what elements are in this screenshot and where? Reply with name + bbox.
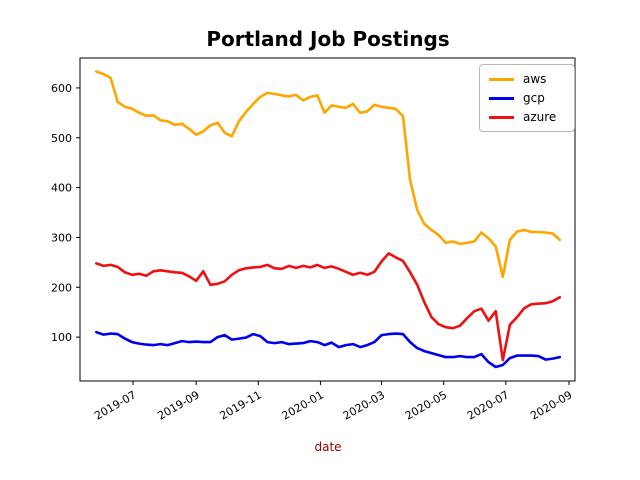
x-tick-label: 2019-09 (155, 388, 201, 422)
legend-label-gcp: gcp (523, 91, 545, 105)
y-tick-label: 600 (51, 82, 72, 95)
aws-line (95, 70, 562, 279)
gcp-line-swatch-icon (489, 97, 514, 100)
x-tick-label: 2019-07 (92, 388, 138, 422)
legend-item-aws: aws (480, 70, 574, 89)
azure-line (95, 252, 562, 362)
axes-spines (79, 57, 576, 382)
x-tick-label: 2020-05 (403, 388, 449, 422)
legend-label-aws: aws (523, 72, 547, 86)
legend-item-gcp: gcp (480, 89, 574, 108)
y-tick-label: 300 (51, 231, 72, 244)
y-tick-label: 400 (51, 182, 72, 195)
x-axis-label: date (314, 440, 342, 454)
y-tick-label: 200 (51, 281, 72, 294)
azure-line-swatch-icon (489, 116, 514, 119)
x-tick-label: 2020-03 (341, 388, 387, 422)
gcp-line (95, 330, 562, 369)
x-tick-label: 2020-07 (465, 388, 511, 422)
x-tick-label: 2019-11 (217, 388, 263, 422)
legend-item-azure: azure (480, 108, 574, 127)
y-tick-label: 100 (51, 331, 72, 344)
x-tick-label: 2020-01 (280, 388, 326, 422)
legend-label-azure: azure (523, 110, 557, 124)
chart-title: Portland Job Postings (206, 27, 450, 51)
legend: aws gcp azure (479, 64, 575, 132)
aws-line-swatch-icon (489, 78, 514, 81)
y-tick-label: 500 (51, 132, 72, 145)
x-tick-label: 2020-09 (528, 388, 574, 422)
